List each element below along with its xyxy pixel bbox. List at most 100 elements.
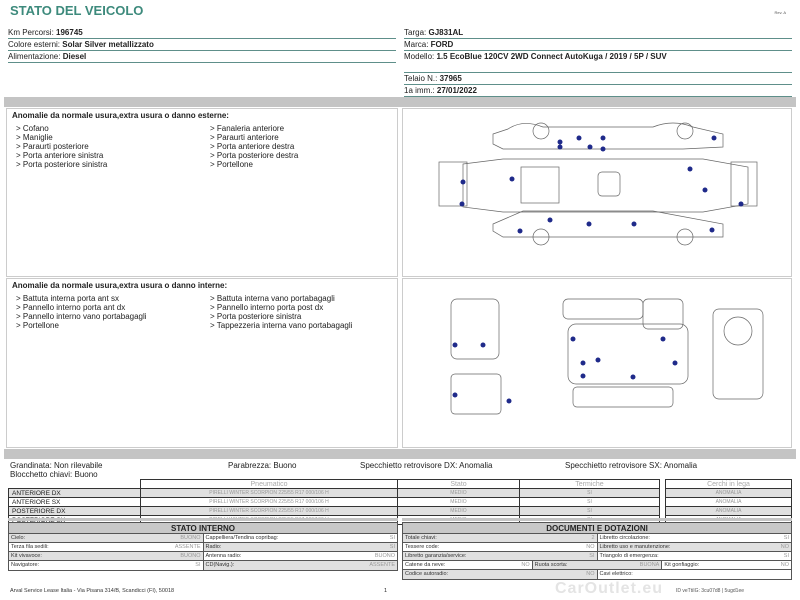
windshield-status: Parabrezza: Buono [228,461,297,470]
registration-value: 27/01/2022 [436,86,477,95]
damage-item: > Porta posteriore destra [210,151,299,160]
separator-band-2 [4,449,796,459]
damage-item: > Portellone [210,160,253,169]
damage-dots [452,336,678,404]
grid-cell: CD(Navig.): ASSENTE [203,561,397,570]
grid-cell: Cappelliera/Tendina copribag: SI [204,534,398,542]
item-label: Antenna radio: [205,553,242,559]
item-value: 2 [591,535,595,541]
km-row: Km Percorsi: 196745 [8,27,396,39]
car-interior-diagram [450,298,764,415]
item-value: NO [780,544,789,550]
item-label: Libretto uso e manutenzione: [599,544,671,550]
fuel-label: Alimentazione: [8,52,63,61]
footer-address: Arval Service Lease Italia - Via Pisana … [10,588,175,594]
tyre-state: MEDIO [397,506,520,516]
grid-cell: Libretto circolazione: SI [598,534,792,542]
grid-cell: Codice autoradio: NO [403,570,598,579]
item-label: Radio: [205,544,222,550]
damage-item: > Porta anteriore sinistra [16,151,104,160]
grid-cell: Tessere code: NO [403,543,598,551]
exterior-heading: Anomalie da normale usura,extra usura o … [12,111,229,120]
grid-cell: Ruota scorta: BUONA [532,561,663,569]
tyre-position: ANTERIORE DX [8,488,141,498]
interior-status-table: STATO INTERNO Cielo: BUONO Cappelliera/Ten… [8,522,398,571]
grid-row: Totale chiavi: 2 Libretto circolazione: SI [403,534,791,543]
grid-row: Tessere code: NO Libretto uso e manutenzio… [403,543,791,552]
item-value: NO [586,571,595,577]
grid-cell: Antenna radio: BUONO [204,552,398,560]
color-value: Solar Silver metallizzato [62,40,154,49]
fuel-row: Alimentazione: Diesel [8,51,396,63]
make-label: Marca: [404,40,431,49]
grid-row: Catene da neve: NO Ruota scorta: BUONA Kit g… [403,561,791,570]
grid-cell: Terza fila sedili: ASSENTE [9,543,204,551]
plate-row: Targa: GJ831AL [404,27,792,39]
item-label: Cappelliera/Tendina copribag: [205,535,279,541]
damage-item: > Porta posteriore sinistra [16,160,108,169]
item-label: Libretto garanzia/service: [405,553,467,559]
km-value: 196745 [56,28,83,37]
exterior-col2: > Fanaleria anteriore > Paraurti anterior… [210,124,390,169]
interior-heading: Anomalie da normale usura,extra usura o … [12,281,228,290]
tyre-state: MEDIO [397,497,520,507]
thermal-header: Termiche [519,479,660,489]
item-label: Kit gonfiaggio: [664,562,700,568]
item-label: Cavi elettrico: [599,571,633,577]
documents-title: DOCUMENTI E DOTAZIONI [403,523,791,534]
model-label: Modello: [404,52,437,61]
interior-diagram [402,278,792,448]
tyre-model: PIRELLI WINTER SCORPION 225/55 R17 000/1… [140,488,398,498]
mirror-dx-status: Specchietto retrovisore DX: Anomalia [360,461,493,470]
grid-cell: Cavi elettrico: [598,570,792,579]
page-title: STATO DEL VEICOLO [10,3,144,18]
item-label: Libretto circolazione: [599,535,650,541]
exterior-col1: > Cofano > Maniglie > Paraurti posteriore >… [16,124,206,169]
tyre-position: POSTERIORE DX [8,506,141,516]
damage-item: > Maniglie [16,133,53,142]
damage-item: > Battuta interna vano portabagagli [210,294,335,303]
make-value: FORD [430,40,454,49]
exterior-diagram [402,108,792,277]
document-id: ID veTtiIG: 3cu07d8 | 5ugd1ee [676,588,745,594]
damage-item: > Cofano [16,124,49,133]
fuel-value: Diesel [62,52,87,61]
interior-status-title: STATO INTERNO [9,523,397,534]
item-value: BUONO [374,553,395,559]
hail-status: Grandinata: Non rilevabile [10,461,103,470]
registration-row: 1a imm.: 27/01/2022 [404,85,792,97]
state-header: Stato [397,479,520,489]
grid-cell: Catene da neve: NO [403,561,533,569]
item-label: Tessere code: [405,544,440,550]
item-label: Triangolo di emergenza: [599,553,659,559]
strip-2 [402,518,792,521]
tyre-state: MEDIO [397,488,520,498]
model-value: 1.5 EcoBlue 120CV 2WD Connect AutoKuga /… [436,52,667,61]
damage-item: > Paraurti posteriore [16,142,89,151]
item-value: NO [521,562,530,568]
item-value: BUONA [639,562,660,568]
tyre-model: PIRELLI WINTER SCORPION 225/55 R17 000/1… [140,506,398,516]
documents-table: DOCUMENTI E DOTAZIONI Totale chiavi: 2 Lib… [402,522,792,580]
damage-item: > Tappezzeria interna vano portabagagli [210,321,353,330]
alloy-state: ANOMALIA [665,506,792,516]
item-label: Totale chiavi: [405,535,437,541]
tyre-row: ANTERIORE DX PIRELLI WINTER SCORPION 225/… [8,488,660,498]
plate-value: GJ831AL [428,28,464,37]
item-label: Catene da neve: [405,562,446,568]
item-label: Ruota scorta: [534,562,568,568]
damage-item: > Pannello interno porta ant dx [16,303,126,312]
color-row: Colore esterni: Solar Silver metallizzat… [8,39,396,51]
exterior-damage-list: Anomalie da normale usura,extra usura o … [6,108,398,277]
damage-dots [459,135,744,234]
interior-col1: > Battuta interna porta ant sx > Pannello… [16,294,204,330]
separator-band [4,97,796,107]
plate-label: Targa: [404,28,429,37]
chassis-label: Telaio N.: [404,74,440,83]
alloy-state: ANOMALIA [665,488,792,498]
item-value: SI [195,562,201,568]
key-lock-status: Blocchetto chiavi: Buono [10,470,98,479]
grid-row: Navigatore: SI CD(Navig.): ASSENTE [9,561,397,570]
grid-row: Codice autoradio: NO Cavi elettrico: [403,570,791,579]
alloy-row: ANOMALIA [665,497,792,507]
